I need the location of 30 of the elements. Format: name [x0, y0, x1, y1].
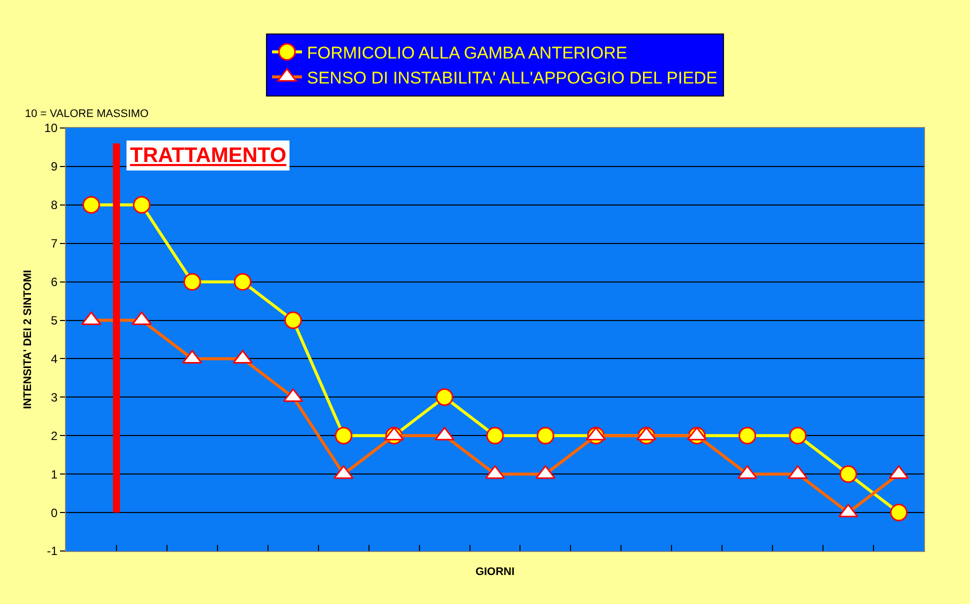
y-tick-label: -1: [46, 544, 58, 558]
point: [334, 426, 352, 444]
point: [789, 426, 807, 444]
y-tick-label: 9: [50, 160, 58, 174]
annotation: TRATTAMENTO: [130, 144, 286, 167]
point: [284, 312, 302, 330]
y-tick-label: 1: [50, 467, 58, 482]
y-tick-label: 3: [50, 390, 58, 404]
y-tick-label: 6: [50, 275, 58, 290]
point: [82, 196, 100, 214]
legend-label: SENSO DI INSTABILITA' ALL'APPOGGIO DEL PIEDE: [307, 68, 718, 88]
point: [183, 273, 201, 291]
y-axis-title: INTENSITA' DEI 2 SINTOMI: [22, 270, 34, 410]
point: [132, 196, 150, 214]
y-tick-label: 5: [50, 313, 58, 328]
y-tick-label: 7: [50, 236, 58, 251]
text: 10 = VALORE MASSIMO: [25, 108, 150, 120]
point: [738, 426, 756, 444]
x-axis-title: GIORNI: [475, 566, 515, 578]
point: [536, 426, 554, 444]
y-tick-label: 0: [50, 506, 58, 520]
point: [436, 388, 454, 406]
legend-label: FORMICOLIO ALLA GAMBA ANTERIORE: [307, 43, 628, 62]
y-tick-label: 2: [50, 428, 58, 443]
point: [840, 465, 858, 483]
point: [234, 273, 252, 291]
y-tick-label: 4: [50, 352, 58, 366]
y-tick-label: 8: [50, 198, 58, 212]
y-tick-label: 10: [44, 121, 58, 136]
point: [486, 426, 504, 444]
